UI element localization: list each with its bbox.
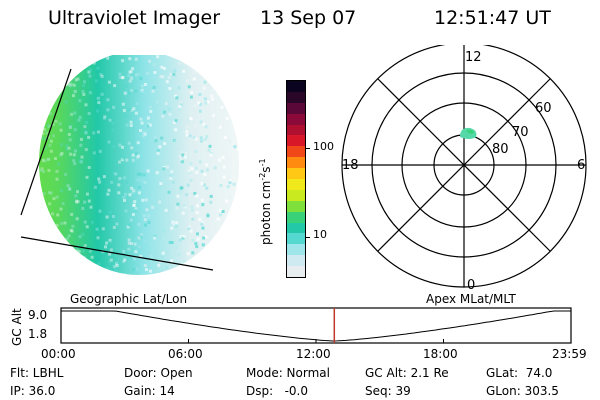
info-seq: Seq: 39	[365, 384, 411, 398]
colorbar-label-100: 100	[313, 140, 334, 153]
colorbar-segment	[287, 146, 305, 158]
info-glon: GLon: 303.5	[486, 384, 559, 398]
orbit-xtick-1: 06:00	[168, 347, 203, 361]
auroral-patch	[460, 127, 477, 139]
info-door: Door: Open	[124, 366, 193, 380]
polar-mlt-plot: 12 18 6 0 60 70 80	[341, 45, 587, 293]
colorbar-segment	[287, 135, 305, 147]
orbit-xtick-2: 12:00	[296, 347, 331, 361]
uv-emission-disk	[39, 55, 239, 275]
colorbar-segment	[287, 189, 305, 201]
colorbar-segment	[287, 266, 305, 277]
colorbar-segment	[287, 157, 305, 169]
orbit-frame	[60, 307, 572, 344]
colorbar-tick-100	[306, 148, 310, 149]
info-ip: IP: 36.0	[10, 384, 56, 398]
terminator-line	[20, 68, 72, 216]
orbit-ytick-top: 9.0	[28, 308, 48, 322]
colorbar-segment	[287, 233, 305, 245]
orbit-yaxis-label: GC Alt	[10, 308, 24, 346]
colorbar-segment	[287, 211, 305, 223]
colorbar-segment	[287, 102, 305, 114]
polar-label-80: 80	[492, 142, 509, 157]
date-label: 13 Sep 07	[260, 7, 357, 29]
colorbar-segment	[287, 200, 305, 212]
orbit-xtick-4: 23:59	[552, 347, 587, 361]
colorbar-tick-10	[306, 237, 310, 238]
colorbar-segment	[287, 255, 305, 267]
geographic-uv-image	[20, 55, 239, 275]
polar-label-0: 0	[467, 278, 475, 293]
info-glat: GLat: 74.0	[486, 366, 553, 380]
colorbar-segment	[287, 168, 305, 179]
time-label: 12:51:47 UT	[434, 7, 551, 29]
info-dsp: Dsp: -0.0	[246, 384, 309, 398]
info-gcalt: GC Alt: 2.1 Re	[365, 366, 449, 380]
orbit-altitude-plot	[60, 307, 572, 344]
orbit-left-title: Geographic Lat/Lon	[70, 292, 188, 306]
info-filter: Flt: LBHL	[10, 366, 64, 380]
colorbar-segment	[287, 113, 305, 125]
orbit-altitude-curve	[61, 310, 571, 342]
colorbar-units: photon cm-2s-1	[258, 158, 273, 245]
info-mode: Mode: Normal	[246, 366, 330, 380]
info-gain: Gain: 14	[124, 384, 175, 398]
polar-label-12: 12	[465, 50, 482, 65]
polar-label-60: 60	[535, 101, 552, 116]
colorbar-segment	[287, 222, 305, 234]
polar-label-70: 70	[512, 125, 529, 140]
colorbar-segment	[287, 91, 305, 103]
orbit-xtick-3: 18:00	[423, 347, 458, 361]
orbit-xtick-0: 00:00	[41, 347, 76, 361]
limb-line	[20, 236, 214, 271]
instrument-title: Ultraviolet Imager	[48, 7, 221, 29]
colorbar-label-10: 10	[313, 228, 327, 241]
colorbar	[286, 80, 310, 278]
orbit-ytick-bottom: 1.8	[28, 327, 48, 341]
colorbar-segment	[287, 244, 305, 256]
colorbar-segment	[287, 124, 305, 136]
polar-label-18: 18	[342, 158, 359, 173]
orbit-right-title: Apex MLat/MLT	[426, 292, 516, 306]
colorbar-segment	[287, 178, 305, 190]
colorbar-segment	[287, 80, 305, 92]
polar-label-6: 6	[577, 158, 585, 173]
